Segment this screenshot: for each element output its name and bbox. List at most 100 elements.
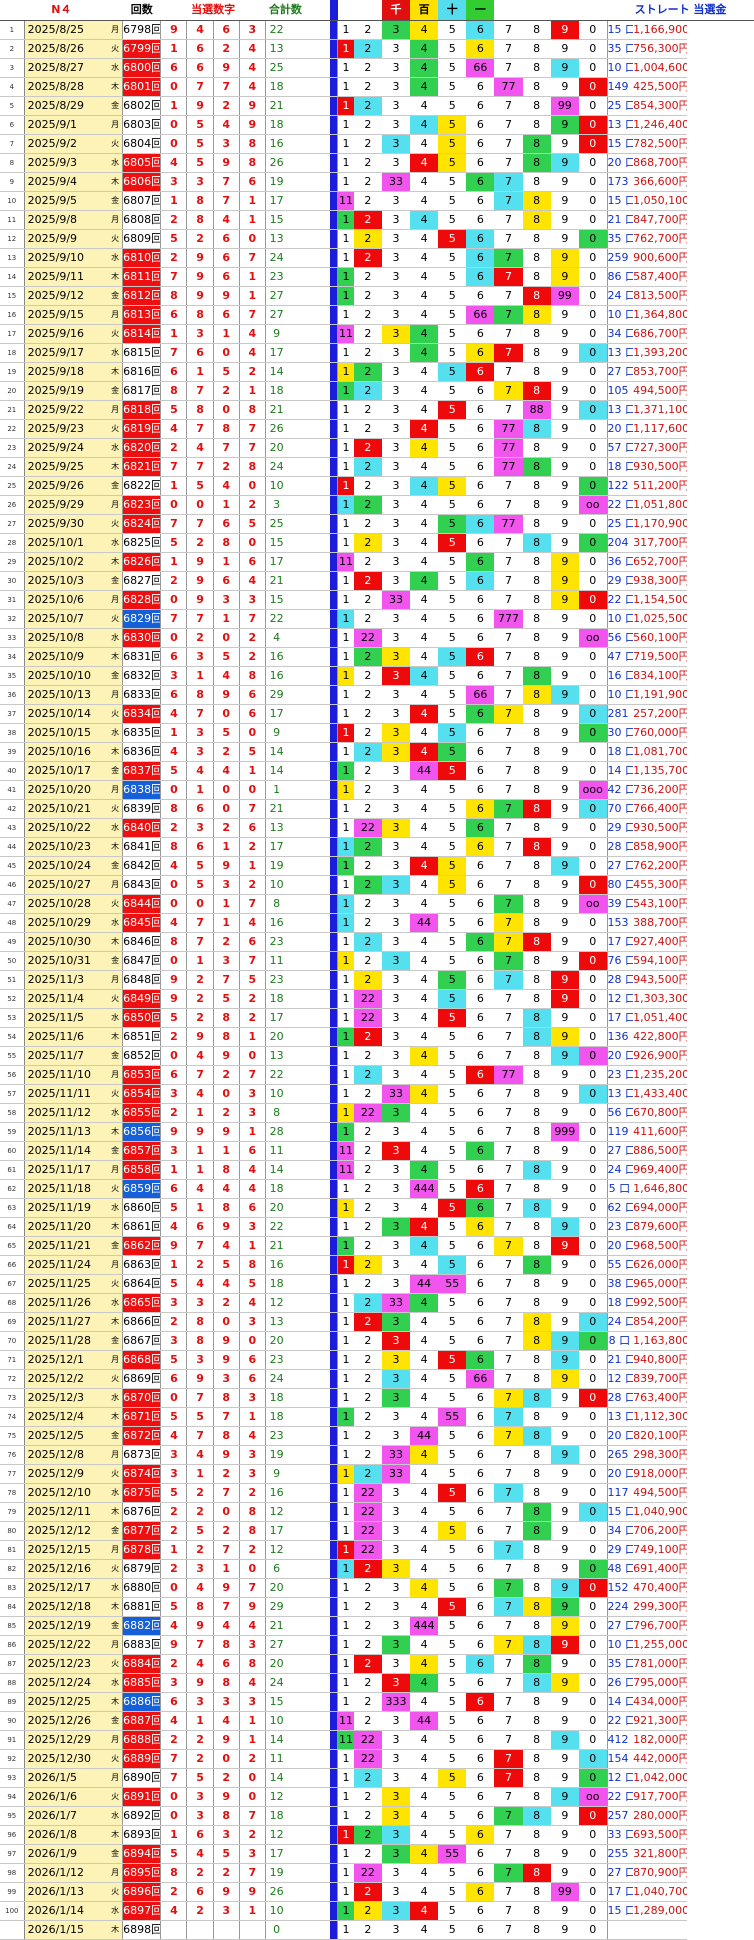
digit-cell: 1 <box>337 115 354 135</box>
digit-sum: 14 <box>264 1730 288 1750</box>
digit-cell: 8 <box>522 1293 551 1313</box>
digit-cell: 3 <box>381 1388 411 1408</box>
digit-cell: 3 <box>381 1198 411 1218</box>
digit-cell: 0 <box>578 1578 608 1598</box>
row-index: 67 <box>0 1274 25 1294</box>
winning-digit: 2 <box>238 495 266 515</box>
draw-date: 月 2025/11/17 <box>23 1160 123 1180</box>
divider-bar <box>329 1388 338 1408</box>
winning-digit: 8 <box>160 932 187 952</box>
digit-cell: 1 <box>337 761 354 781</box>
weekday-text: 火 <box>111 1279 120 1288</box>
digit-cell: 9 <box>550 723 579 743</box>
winning-digit: 7 <box>238 438 266 458</box>
digit-cell: 6 <box>466 39 495 59</box>
spacer <box>305 39 330 59</box>
winning-digit: 8 <box>212 1388 240 1408</box>
draw-date: 水 2025/11/5 <box>23 1008 123 1028</box>
spacer <box>305 305 330 325</box>
spacer <box>287 1160 306 1180</box>
digit-cell: 11 <box>337 552 354 572</box>
row-index: 44 <box>0 837 25 857</box>
digit-cell: 4 <box>410 742 439 762</box>
straight-prize: 796,700円 <box>633 1616 688 1636</box>
draw-number: 6800回 <box>122 58 161 78</box>
digit-cell: 7 <box>494 1236 523 1256</box>
digit-cell: 9 <box>550 1483 579 1503</box>
digit-cell: 8 <box>522 210 551 230</box>
digit-cell: 6 <box>466 951 495 971</box>
weekday-text: 木 <box>111 1830 120 1839</box>
winning-digit: 6 <box>186 799 214 819</box>
weekday-text: 金 <box>111 861 120 870</box>
winning-digit: 3 <box>160 1445 187 1465</box>
digit-cell: 9 <box>550 1331 579 1351</box>
digit-cell: 4 <box>410 324 439 344</box>
row-index: 17 <box>0 324 25 344</box>
straight-winners: 28 口 <box>606 1388 634 1408</box>
draw-date: 金 2025/11/14 <box>23 1141 123 1161</box>
straight-winners: 21 口 <box>606 210 634 230</box>
date-text: 2026/1/7 <box>27 1809 78 1822</box>
digit-cell: 33 <box>381 1464 411 1484</box>
draw-date: 木 2025/10/23 <box>23 837 123 857</box>
winning-digit: 8 <box>212 533 240 553</box>
date-text: 2025/11/19 <box>27 1201 92 1214</box>
winning-digit: 1 <box>238 1711 266 1731</box>
straight-prize: 1,364,800円 <box>633 305 688 325</box>
digit-cell: 4 <box>410 1065 439 1085</box>
digit-cell: 1 <box>337 571 354 591</box>
winning-digit: 9 <box>212 1882 240 1902</box>
digit-cell: 8 <box>522 856 551 876</box>
draw-date: 月 2025/9/15 <box>23 305 123 325</box>
digit-cell: 1 <box>337 875 354 895</box>
digit-sum: 20 <box>264 438 288 458</box>
divider-bar <box>329 191 338 211</box>
spacer <box>305 210 330 230</box>
draw-number: 6885回 <box>122 1673 161 1693</box>
weekday-text: 月 <box>111 595 120 604</box>
digit-cell: 6 <box>466 704 495 724</box>
straight-winners: 154 口 <box>606 1749 634 1769</box>
winning-digit: 7 <box>186 419 214 439</box>
digit-cell: 5 <box>438 1692 467 1712</box>
digit-cell: 7 <box>494 1730 523 1750</box>
straight-prize: 1,004,600円 <box>633 58 688 78</box>
date-text: 2025/8/25 <box>27 23 85 36</box>
weekday-text: 月 <box>111 1545 120 1554</box>
digit-cell: 5 <box>438 1046 467 1066</box>
digit-cell: 1 <box>337 248 354 268</box>
spacer <box>287 1350 306 1370</box>
draw-number: 6851回 <box>122 1027 161 1047</box>
draw-date: 金 2025/10/10 <box>23 666 123 686</box>
draw-date: 火 2025/10/28 <box>23 894 123 914</box>
digit-sum: 21 <box>264 571 288 591</box>
row-index: 95 <box>0 1806 25 1826</box>
draw-number: 6861回 <box>122 1217 161 1237</box>
date-text: 2025/9/24 <box>27 441 85 454</box>
digit-cell: 0 <box>578 1198 608 1218</box>
digit-cell: 0 <box>578 970 608 990</box>
date-text: 2025/12/10 <box>27 1486 92 1499</box>
straight-winners: 80 口 <box>606 875 634 895</box>
digit-cell: 9 <box>550 1312 579 1332</box>
digit-cell: 9 <box>550 989 579 1009</box>
winning-digit: 7 <box>186 1635 214 1655</box>
winning-digit: 4 <box>238 1179 266 1199</box>
winning-digit: 6 <box>186 837 214 857</box>
winning-digit: 1 <box>160 1825 187 1845</box>
draw-date: 木 2025/11/27 <box>23 1312 123 1332</box>
digit-sum: 19 <box>264 172 288 192</box>
date-text: 2026/1/9 <box>27 1847 78 1860</box>
winning-digit: 3 <box>186 647 214 667</box>
draw-number: 6876回 <box>122 1502 161 1522</box>
digit-cell: 8 <box>522 1046 551 1066</box>
